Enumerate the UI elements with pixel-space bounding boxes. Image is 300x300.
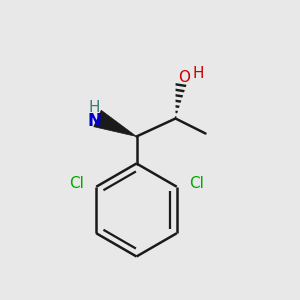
Text: N: N [88,112,101,130]
Polygon shape [175,116,176,119]
Polygon shape [94,110,136,136]
Text: H: H [192,66,204,81]
Polygon shape [176,105,180,108]
Text: Cl: Cl [189,176,204,191]
Polygon shape [176,110,178,113]
Polygon shape [176,88,185,92]
Text: Cl: Cl [69,176,84,191]
Text: O: O [178,70,190,86]
Polygon shape [176,94,183,98]
Polygon shape [176,100,182,103]
Polygon shape [176,83,187,87]
Text: H: H [89,100,100,116]
